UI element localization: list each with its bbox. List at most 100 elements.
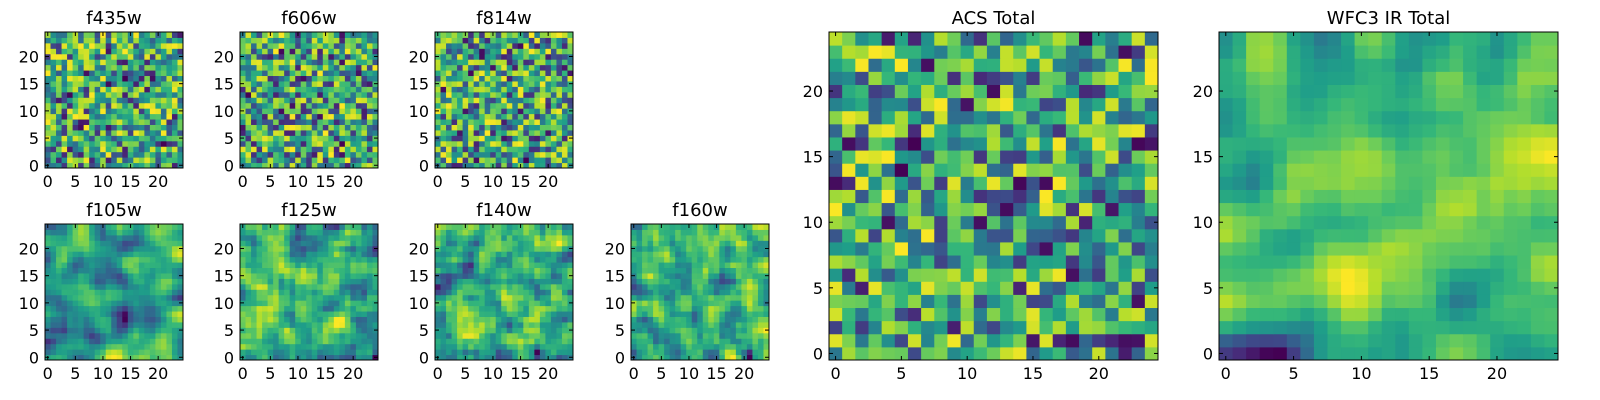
heatmap-cell bbox=[534, 229, 541, 236]
heatmap-cell bbox=[934, 294, 948, 309]
heatmap-cell bbox=[240, 229, 247, 236]
heatmap-cell bbox=[506, 229, 513, 236]
heatmap-cell bbox=[289, 283, 296, 290]
heatmap-cell bbox=[894, 202, 909, 217]
heatmap-cell bbox=[144, 97, 151, 104]
heatmap-cell bbox=[691, 327, 698, 334]
heatmap-cell bbox=[61, 272, 68, 279]
heatmap-cell bbox=[177, 157, 184, 164]
heatmap-cell bbox=[133, 129, 140, 136]
x-tick-label: 5 bbox=[656, 364, 666, 383]
heatmap-cell bbox=[473, 129, 480, 136]
heatmap-cell bbox=[144, 245, 151, 252]
heatmap-cell bbox=[245, 267, 252, 274]
heatmap-cell bbox=[122, 327, 129, 334]
heatmap-cell bbox=[45, 251, 52, 258]
heatmap-cell bbox=[642, 338, 649, 345]
heatmap-cell bbox=[289, 70, 296, 77]
heatmap-cell bbox=[273, 42, 280, 49]
heatmap-cell bbox=[322, 48, 329, 55]
heatmap-cell bbox=[719, 316, 726, 323]
heatmap-cell bbox=[730, 251, 737, 258]
heatmap-cell bbox=[746, 224, 753, 230]
heatmap-cell bbox=[1118, 176, 1133, 190]
heatmap-cell bbox=[72, 283, 79, 290]
y-tick-label: 10 bbox=[409, 294, 429, 313]
heatmap-cell bbox=[166, 272, 173, 279]
heatmap-cell bbox=[122, 229, 129, 236]
heatmap-cell bbox=[311, 300, 318, 307]
heatmap-cell bbox=[829, 333, 843, 348]
heatmap-cell bbox=[934, 320, 948, 335]
heatmap-cell bbox=[278, 354, 285, 361]
heatmap-cell bbox=[746, 267, 753, 274]
heatmap-cell bbox=[344, 91, 351, 98]
heatmap-cell bbox=[278, 278, 285, 285]
heatmap-cell bbox=[122, 53, 129, 60]
heatmap-cell bbox=[741, 316, 748, 323]
heatmap-cell bbox=[457, 240, 464, 247]
heatmap-cell bbox=[144, 64, 151, 71]
heatmap-cell bbox=[730, 305, 737, 312]
heatmap-cell bbox=[72, 251, 79, 258]
heatmap-cell bbox=[539, 305, 546, 312]
heatmap-cell bbox=[462, 42, 469, 49]
heatmap-cell bbox=[730, 224, 737, 230]
heatmap-cell bbox=[94, 321, 101, 328]
heatmap-cell bbox=[256, 283, 263, 290]
heatmap-cell bbox=[664, 272, 671, 279]
heatmap-cell bbox=[539, 70, 546, 77]
heatmap-cell bbox=[757, 234, 764, 241]
heatmap-cell bbox=[245, 338, 252, 345]
heatmap-cell bbox=[1092, 163, 1106, 177]
heatmap-cell bbox=[160, 311, 167, 317]
heatmap-cell bbox=[72, 59, 79, 66]
heatmap-cell bbox=[240, 97, 247, 104]
heatmap-cell bbox=[829, 294, 843, 309]
heatmap-cell bbox=[333, 135, 340, 142]
heatmap-cell bbox=[262, 91, 269, 98]
heatmap-cell bbox=[61, 91, 68, 98]
heatmap-cell bbox=[1039, 176, 1054, 190]
heatmap-cell bbox=[1052, 255, 1067, 269]
heatmap-cell bbox=[177, 91, 184, 98]
heatmap-cell bbox=[50, 53, 57, 60]
heatmap-cell bbox=[171, 140, 178, 147]
heatmap-cell bbox=[339, 305, 346, 312]
heatmap-cell bbox=[50, 59, 57, 66]
heatmap-cell bbox=[149, 75, 156, 82]
heatmap-cell bbox=[539, 91, 546, 98]
heatmap-cell bbox=[506, 311, 513, 317]
heatmap-cell bbox=[306, 234, 313, 241]
heatmap-cell bbox=[468, 283, 475, 290]
heatmap-cell bbox=[440, 343, 447, 350]
heatmap-cell bbox=[339, 289, 346, 296]
heatmap-cell bbox=[355, 70, 362, 77]
heatmap-cell bbox=[561, 48, 568, 55]
heatmap-cell bbox=[451, 140, 458, 147]
heatmap-cell bbox=[894, 333, 909, 348]
heatmap-cell bbox=[642, 332, 649, 339]
heatmap-cell bbox=[735, 332, 742, 339]
heatmap-cell bbox=[251, 97, 258, 104]
heatmap-cell bbox=[440, 91, 447, 98]
heatmap-cell bbox=[344, 119, 351, 125]
heatmap-cell bbox=[724, 267, 731, 274]
heatmap-cell bbox=[160, 251, 167, 258]
heatmap-cell bbox=[289, 91, 296, 98]
heatmap-cell bbox=[752, 327, 759, 334]
heatmap-cell bbox=[344, 59, 351, 66]
heatmap-cell bbox=[144, 37, 151, 44]
heatmap-cell bbox=[490, 305, 497, 312]
heatmap-cell bbox=[245, 86, 252, 93]
heatmap-cell bbox=[133, 119, 140, 125]
heatmap-cell bbox=[56, 240, 63, 247]
heatmap-cell bbox=[344, 283, 351, 290]
heatmap-cell bbox=[111, 332, 118, 339]
heatmap-cell bbox=[138, 124, 145, 131]
heatmap-cell bbox=[366, 245, 373, 252]
heatmap-cell bbox=[83, 32, 90, 38]
heatmap-cell bbox=[300, 48, 307, 55]
heatmap-cell bbox=[149, 151, 156, 158]
heatmap-cell bbox=[457, 124, 464, 131]
